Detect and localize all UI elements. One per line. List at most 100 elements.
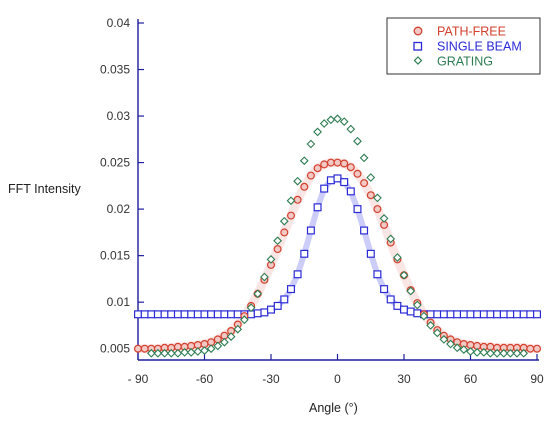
- point-grating: [213, 341, 223, 351]
- point-single-beam: [446, 310, 455, 319]
- legend-label-single-beam: SINGLE BEAM: [437, 40, 522, 54]
- point-path-free: [273, 245, 282, 254]
- point-path-free: [134, 344, 143, 353]
- legend-label-grating: GRATING: [437, 55, 493, 69]
- point-single-beam: [360, 226, 369, 235]
- point-single-beam: [453, 310, 462, 319]
- point-single-beam: [300, 249, 309, 258]
- point-grating: [379, 214, 389, 223]
- point-grating: [399, 270, 409, 280]
- point-path-free: [313, 164, 322, 173]
- point-grating: [412, 300, 422, 310]
- point-single-beam: [220, 310, 229, 319]
- legend-marker-path-free: [413, 26, 423, 36]
- point-grating: [373, 193, 382, 203]
- point-single-beam: [479, 310, 488, 319]
- point-grating: [173, 348, 183, 358]
- point-grating: [339, 117, 349, 126]
- point-grating: [200, 346, 209, 355]
- point-single-beam: [260, 308, 269, 317]
- point-grating: [366, 173, 376, 182]
- point-grating: [492, 348, 502, 358]
- point-single-beam: [373, 270, 382, 279]
- point-grating: [260, 272, 269, 282]
- point-grating: [146, 348, 156, 358]
- legend-label-path-free: PATH-FREE: [437, 25, 506, 39]
- point-single-beam: [493, 310, 502, 319]
- point-single-beam: [280, 295, 289, 304]
- point-single-beam: [160, 310, 169, 319]
- point-grating: [512, 348, 522, 358]
- point-path-free: [280, 228, 289, 237]
- point-grating: [393, 253, 402, 262]
- point-path-free: [333, 158, 342, 167]
- point-single-beam: [227, 310, 236, 319]
- point-grating: [160, 348, 169, 358]
- point-single-beam: [200, 310, 209, 319]
- y-tick-label: 0.01: [107, 295, 131, 309]
- point-single-beam: [320, 184, 329, 193]
- point-grating: [459, 345, 469, 354]
- y-tick-label: 0.015: [100, 249, 130, 263]
- point-path-free: [346, 163, 355, 172]
- point-single-beam: [207, 310, 216, 319]
- legend-marker-grating: [413, 56, 423, 65]
- point-single-beam: [313, 203, 322, 212]
- point-grating: [353, 136, 362, 146]
- point-single-beam: [406, 307, 415, 316]
- point-single-beam: [140, 310, 149, 319]
- point-single-beam: [353, 205, 362, 214]
- point-single-beam: [193, 310, 202, 319]
- point-path-free: [287, 211, 296, 220]
- point-grating: [359, 153, 369, 163]
- point-single-beam: [340, 178, 349, 187]
- point-grating: [233, 324, 243, 334]
- point-grating: [333, 114, 342, 124]
- point-single-beam: [153, 310, 162, 319]
- point-grating: [220, 337, 229, 347]
- point-single-beam: [512, 310, 521, 319]
- point-single-beam: [346, 187, 355, 196]
- point-grating: [326, 115, 336, 125]
- point-single-beam: [473, 310, 482, 319]
- point-grating: [346, 124, 356, 134]
- x-axis-title: Angle (°): [309, 401, 358, 415]
- point-single-beam: [180, 310, 189, 319]
- point-grating: [506, 348, 515, 358]
- point-single-beam: [213, 310, 222, 319]
- y-axis-title: FFT Intensity: [8, 182, 81, 196]
- point-grating: [432, 328, 442, 338]
- single-beam-band: [135, 175, 540, 318]
- x-tick-label: 0: [334, 372, 341, 386]
- point-grating: [153, 348, 163, 358]
- point-single-beam: [147, 310, 156, 319]
- point-single-beam: [532, 310, 541, 319]
- point-single-beam: [413, 309, 422, 318]
- series-bands: [133, 158, 542, 354]
- point-grating: [299, 156, 309, 166]
- point-grating: [499, 348, 509, 358]
- point-grating: [479, 348, 489, 357]
- point-grating: [240, 315, 249, 325]
- point-single-beam: [519, 310, 528, 319]
- x-tick-label: 90: [530, 372, 544, 386]
- axes: [137, 19, 539, 361]
- y-tick-label: 0.03: [107, 109, 131, 123]
- point-single-beam: [233, 310, 242, 319]
- point-grating: [386, 234, 396, 244]
- y-tick-label: 0.02: [107, 202, 131, 216]
- x-tick-label: -60: [196, 372, 214, 386]
- point-grating: [426, 321, 435, 330]
- point-single-beam: [273, 301, 282, 310]
- point-single-beam: [386, 295, 395, 304]
- x-tick-label: 30: [397, 372, 411, 386]
- point-grating: [266, 255, 276, 264]
- point-grating: [419, 311, 429, 321]
- point-grating: [206, 344, 216, 354]
- point-single-beam: [466, 310, 475, 319]
- point-grating: [306, 139, 316, 149]
- legend-box: [386, 17, 541, 75]
- point-single-beam: [400, 305, 409, 314]
